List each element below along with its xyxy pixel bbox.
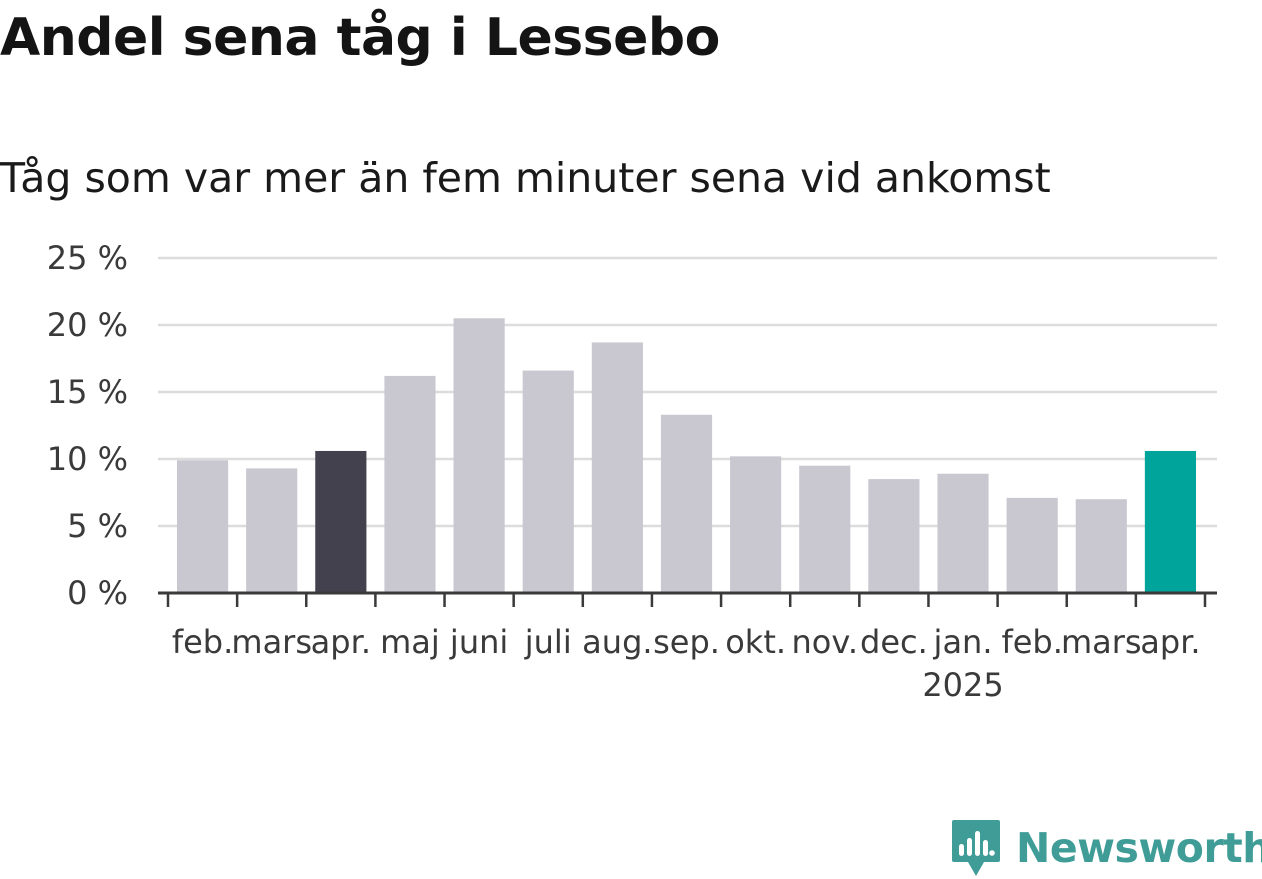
bar [868,479,920,593]
x-tick-label: juli [524,623,572,661]
x-tick-label: feb. [172,623,233,661]
x-axis [158,591,1217,607]
newsworthy-logo: Newsworthy [950,818,1262,878]
x-tick-label: juni [449,623,508,661]
x-tick-label: mars [231,623,312,661]
x-year-label: 2025 [922,666,1003,704]
x-tick-label: mars [1061,623,1142,661]
bar [591,342,643,593]
x-tick-label: jan. [933,623,993,661]
bar [660,414,713,593]
x-tick-label: feb. [1001,623,1062,661]
x-tick-label: dec. [860,623,928,661]
x-tick-label: nov. [792,623,858,661]
y-tick-label: 15 % [47,373,128,411]
newsworthy-bar-chart-icon [952,820,1000,876]
y-axis-labels: 0 % 5 % 10 % 15 % 20 % 25 % [47,239,128,612]
bar [799,465,851,593]
x-tick-label: okt. [725,623,786,661]
bar [384,375,436,593]
x-tick-label: sep. [653,623,720,661]
y-tick-label: 25 % [47,239,128,277]
y-tick-label: 20 % [47,306,128,344]
chart-subtitle: Tåg som var mer än fem minuter sena vid … [0,154,1051,202]
bar [246,468,298,593]
x-tick-label: apr. [311,623,371,661]
x-tick-label: maj [380,623,440,661]
y-tick-label: 0 % [67,574,128,612]
bar [730,456,782,593]
x-tick-label: aug. [582,623,652,661]
logo-text: Newsworthy [1016,824,1262,872]
bar [522,370,574,593]
chart-title: Andel sena tåg i Lessebo [0,8,720,68]
bar [453,318,505,593]
bar [315,450,367,593]
y-tick-label: 10 % [47,440,128,478]
bar [1006,497,1058,593]
bar [937,473,989,593]
bar [176,460,229,593]
x-tick-label: apr. [1140,623,1200,661]
bar [1075,499,1127,593]
y-tick-label: 5 % [67,507,128,545]
bars [176,318,1197,593]
bar [1144,450,1197,593]
